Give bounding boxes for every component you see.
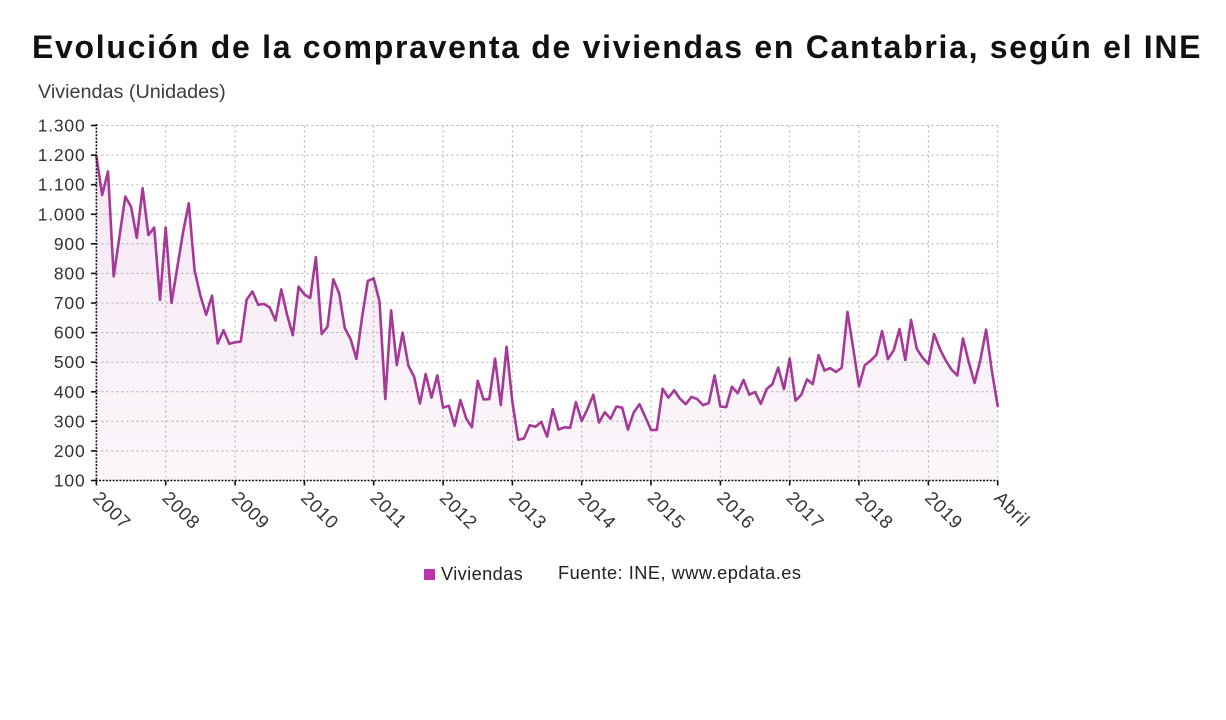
svg-text:1.200: 1.200 [38,145,86,165]
svg-text:1.000: 1.000 [38,204,86,224]
svg-text:2016: 2016 [713,487,759,533]
svg-text:2019: 2019 [921,487,967,533]
svg-text:2011: 2011 [366,487,411,532]
svg-text:900: 900 [54,234,86,254]
svg-text:2007: 2007 [89,487,135,533]
svg-text:2009: 2009 [228,487,274,533]
svg-text:700: 700 [54,293,86,313]
svg-text:2012: 2012 [436,487,482,533]
svg-text:800: 800 [54,263,86,283]
svg-text:100: 100 [54,471,86,491]
svg-text:2014: 2014 [574,487,620,533]
svg-text:600: 600 [54,323,86,343]
svg-text:1.300: 1.300 [38,116,86,136]
svg-text:2010: 2010 [297,487,343,533]
svg-text:2017: 2017 [782,487,828,533]
svg-text:300: 300 [54,411,86,431]
svg-text:2008: 2008 [158,487,204,533]
svg-text:400: 400 [54,382,86,402]
svg-text:2013: 2013 [505,487,551,533]
svg-text:2018: 2018 [852,487,898,533]
svg-text:500: 500 [54,352,86,372]
svg-text:1.100: 1.100 [38,175,86,195]
svg-text:2015: 2015 [644,487,690,533]
svg-text:200: 200 [54,441,86,461]
svg-text:Abril: Abril [990,487,1034,531]
